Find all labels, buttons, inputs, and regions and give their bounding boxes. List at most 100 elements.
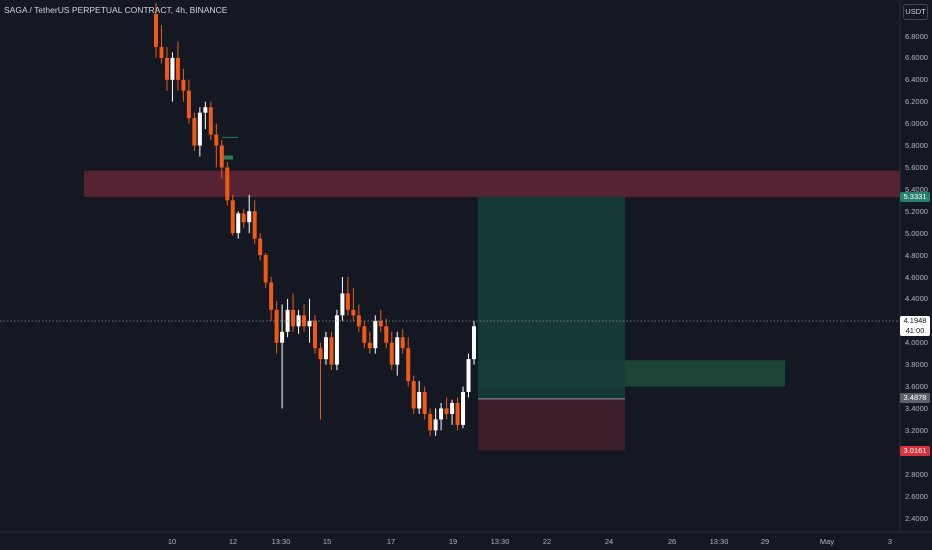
candle-body [439, 408, 444, 420]
candle [400, 329, 405, 354]
price-tick-label: 4.6000 [905, 272, 928, 282]
time-tick-label: 3 [887, 537, 893, 546]
candle-body [170, 57, 175, 80]
candle [313, 315, 317, 354]
candle-body [378, 320, 383, 327]
candle [323, 331, 328, 365]
candle-body [302, 315, 307, 327]
price-tick-label: 6.8000 [905, 31, 928, 41]
candle [181, 68, 186, 102]
candle [170, 52, 175, 102]
price-tick-label: 4.0000 [905, 338, 928, 348]
candle-countdown: 41:00 [905, 326, 925, 335]
candle [285, 298, 290, 338]
candle [280, 304, 285, 409]
entry-price-tag: 3.4878 [900, 393, 930, 403]
current-price-label: 4.1948 [903, 316, 927, 325]
candle [351, 287, 356, 321]
candle [236, 211, 241, 239]
candle [362, 320, 367, 349]
candle-body [313, 320, 317, 349]
candle-body [466, 359, 471, 393]
resistance-zone[interactable] [84, 170, 900, 198]
candle [389, 331, 394, 371]
candle-body [258, 238, 263, 256]
candle [345, 277, 350, 316]
candle [258, 233, 263, 261]
time-tick-label: 26 [667, 537, 677, 546]
candle [411, 375, 416, 414]
candle [373, 315, 378, 354]
candle [334, 309, 339, 371]
candle [197, 107, 202, 157]
candle-body [236, 213, 241, 234]
candle-body [433, 419, 438, 431]
loss-zone[interactable] [478, 398, 625, 451]
candle-body [472, 326, 476, 360]
candle-body [269, 282, 274, 310]
price-tick-label: 2.8000 [905, 469, 928, 479]
price-tick-label: 4.8000 [905, 250, 928, 260]
candle-body [329, 337, 334, 365]
price-tick-label: 6.4000 [905, 75, 928, 85]
price-tick-label: 5.4000 [905, 184, 928, 194]
price-tick-label: 3.4000 [905, 403, 928, 413]
time-tick-label: 29 [760, 537, 770, 546]
price-tick-label: 3.2000 [905, 425, 928, 435]
candle-body [455, 402, 460, 425]
price-tick-label: 5.6000 [905, 162, 928, 172]
candle-body [181, 79, 186, 91]
candle [186, 79, 191, 124]
candle-body [428, 413, 433, 431]
candle [395, 331, 400, 376]
candle-body [274, 309, 279, 343]
candle-body [450, 402, 455, 414]
candle [455, 397, 460, 431]
candle-body [247, 211, 252, 223]
profit-zone[interactable] [478, 196, 625, 399]
candle-body [444, 408, 449, 414]
currency-button[interactable]: USDT [903, 4, 928, 20]
candle [225, 161, 230, 206]
candle [159, 25, 164, 64]
price-tick-label: 5.0000 [905, 228, 928, 238]
price-tick-label: 5.2000 [905, 206, 928, 216]
candle [422, 386, 427, 420]
candle-body [175, 57, 180, 80]
candle [291, 293, 296, 332]
price-tick-label: 5.8000 [905, 141, 928, 151]
stop-price-tag: 3.0161 [900, 446, 930, 456]
candle [356, 304, 361, 332]
candle-body [340, 293, 345, 316]
price-tick-label: 3.8000 [905, 360, 928, 370]
candle [384, 318, 389, 349]
candle-body [291, 309, 296, 327]
candles-layer [154, 3, 476, 436]
candle [154, 3, 158, 58]
candle-body [422, 392, 427, 414]
candle-body [367, 342, 372, 349]
candle-body [395, 337, 400, 365]
candle-body [159, 46, 164, 58]
price-tick-label: 6.0000 [905, 119, 928, 129]
time-tick-label: 13:30 [271, 537, 291, 546]
time-tick-label: 15 [322, 537, 332, 546]
candle-body [197, 112, 202, 146]
candle-body [186, 90, 191, 119]
price-tick-label: 6.2000 [905, 97, 928, 107]
candle [428, 408, 433, 436]
candle [417, 381, 422, 414]
candle [307, 298, 312, 343]
level-marker [222, 155, 233, 160]
time-tick-label: 12 [228, 537, 238, 546]
candle [247, 194, 252, 234]
zones-layer [84, 136, 900, 451]
candle [461, 386, 466, 429]
level-marker [222, 136, 238, 138]
candle-body [225, 167, 230, 201]
candle-body [263, 255, 268, 283]
candle-body [241, 213, 246, 223]
candle-body [406, 348, 411, 382]
candle-body [373, 320, 378, 349]
